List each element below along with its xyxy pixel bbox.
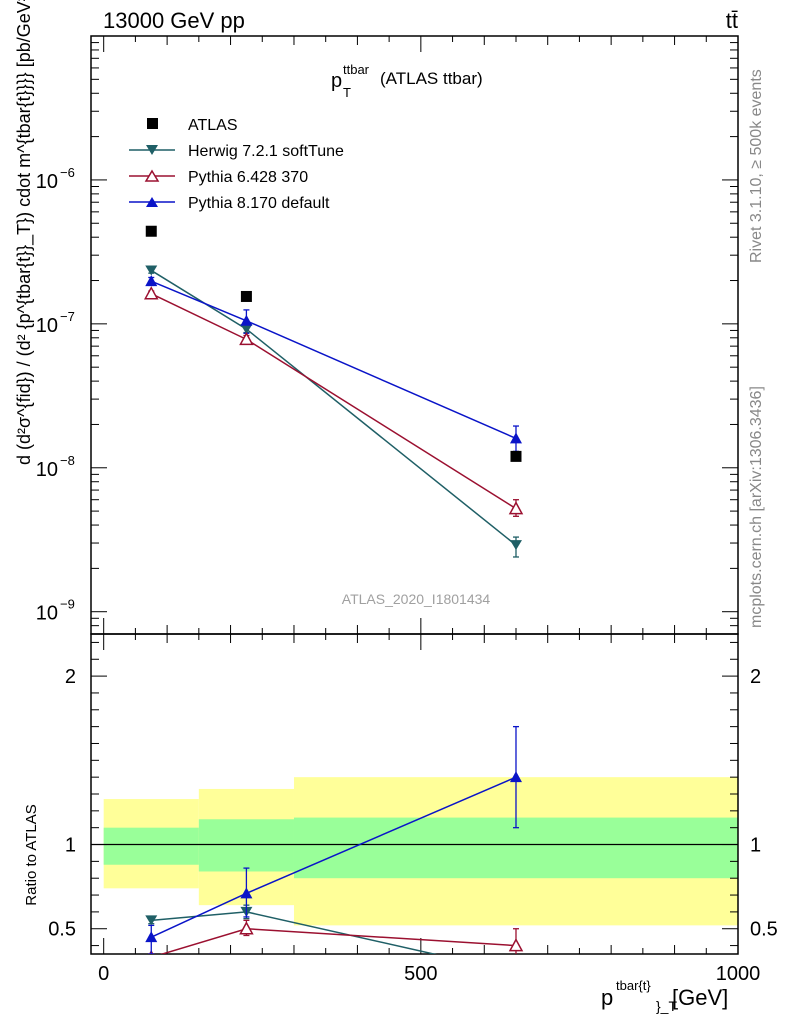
ratio-y-axis-label: Ratio to ATLAS	[23, 804, 40, 905]
title-superscript: ttbar	[343, 62, 370, 77]
ratio-series-point-0-0	[145, 915, 158, 926]
ratio-y-tick-label-right-1: 1	[750, 835, 761, 857]
ratio-y-tick-label-right-2: 2	[750, 666, 761, 688]
title-main: p	[331, 70, 342, 92]
legend-marker-herwig	[146, 145, 158, 155]
legend-marker-pythia8	[146, 197, 158, 207]
main-y-tick-label-0: 10	[36, 603, 58, 625]
process-label: tt̄	[726, 8, 738, 33]
main-y-axis-label: d (d²σ^{fid}) / (d² {p^{tbar{t}}_T}) cdo…	[14, 0, 35, 465]
legend: ATLAS Herwig 7.2.1 softTune Pythia 6.428…	[129, 117, 344, 212]
legend-label-atlas: ATLAS	[188, 117, 238, 134]
title-suffix: (ATLAS ttbar)	[380, 69, 483, 88]
uncertainty-band-green-1	[198, 819, 294, 872]
x-tick-label-0: 0	[98, 963, 109, 985]
legend-label-pythia8: Pythia 8.170 default	[188, 195, 330, 212]
x-label-main: p	[601, 985, 613, 1010]
ratio-series-point-2-1	[240, 887, 253, 899]
analysis-watermark: ATLAS_2020_I1801434	[342, 591, 491, 607]
main-series-point-0-0	[145, 265, 158, 276]
x-axis-label: p tbar{t} }_T [GeV]	[601, 978, 728, 1014]
x-tick-label-2: 1000	[716, 963, 761, 985]
ratio-series-point-1-2	[508, 938, 524, 952]
main-y-tick-exponent-3: −6	[60, 165, 75, 180]
main-series-line-0	[150, 269, 517, 546]
ratio-series-point-2-2	[509, 771, 522, 783]
main-series-point-1-2	[508, 501, 524, 515]
main-series-point-0-2	[509, 540, 522, 551]
x-tick-label-1: 500	[404, 963, 437, 985]
plot-title: p ttbar T (ATLAS ttbar)	[331, 62, 483, 100]
ratio-series-line-1	[159, 927, 517, 954]
rivet-label: Rivet 3.1.10, ≥ 500k events	[748, 69, 765, 263]
main-series-point-1-0	[143, 286, 159, 300]
ratio-y-tick-label-left-2: 2	[65, 666, 76, 688]
legend-label-pythia6: Pythia 6.428 370	[188, 169, 308, 186]
main-y-tick-label-1: 10	[36, 459, 58, 481]
main-series-point-2-0	[145, 275, 158, 287]
mcplots-label: mcplots.cern.ch [arXiv:1306.3436]	[748, 386, 765, 628]
legend-marker-atlas	[147, 118, 158, 129]
main-y-tick-label-2: 10	[36, 315, 58, 337]
ratio-y-tick-label-right-0: 0.5	[750, 919, 778, 941]
main-y-tick-label-3: 10	[36, 171, 58, 193]
main-series-point-0-1	[240, 324, 253, 335]
main-series-line-1	[150, 293, 517, 510]
atlas-data-point-1	[240, 290, 252, 302]
uncertainty-band-green-0	[103, 827, 199, 865]
ratio-series-group	[145, 725, 524, 954]
energy-label: 13000 GeV pp	[103, 8, 245, 33]
ratio-series-point-1-1	[239, 921, 254, 935]
legend-marker-pythia6	[144, 169, 160, 182]
x-label-subscript: }_T	[656, 998, 677, 1014]
main-y-tick-exponent-1: −8	[60, 453, 75, 468]
main-y-tick-exponent-2: −7	[60, 309, 75, 324]
main-series-point-2-2	[509, 432, 522, 444]
atlas-data-point-2	[510, 450, 522, 462]
ratio-y-tick-label-left-1: 1	[65, 835, 76, 857]
ratio-y-tick-label-left-0: 0.5	[48, 919, 76, 941]
title-subscript: T	[343, 85, 351, 100]
main-series-point-1-1	[239, 331, 254, 346]
x-label-unit: [GeV]	[672, 985, 728, 1010]
x-label-superscript: tbar{t}	[616, 978, 651, 993]
main-series-line-2	[150, 280, 517, 440]
atlas-data-point-0	[145, 225, 157, 237]
main-series-point-2-1	[240, 314, 253, 326]
legend-label-herwig: Herwig 7.2.1 softTune	[188, 143, 344, 160]
main-y-tick-exponent-0: −9	[60, 597, 75, 612]
ratio-series-point-2-0	[145, 931, 158, 943]
